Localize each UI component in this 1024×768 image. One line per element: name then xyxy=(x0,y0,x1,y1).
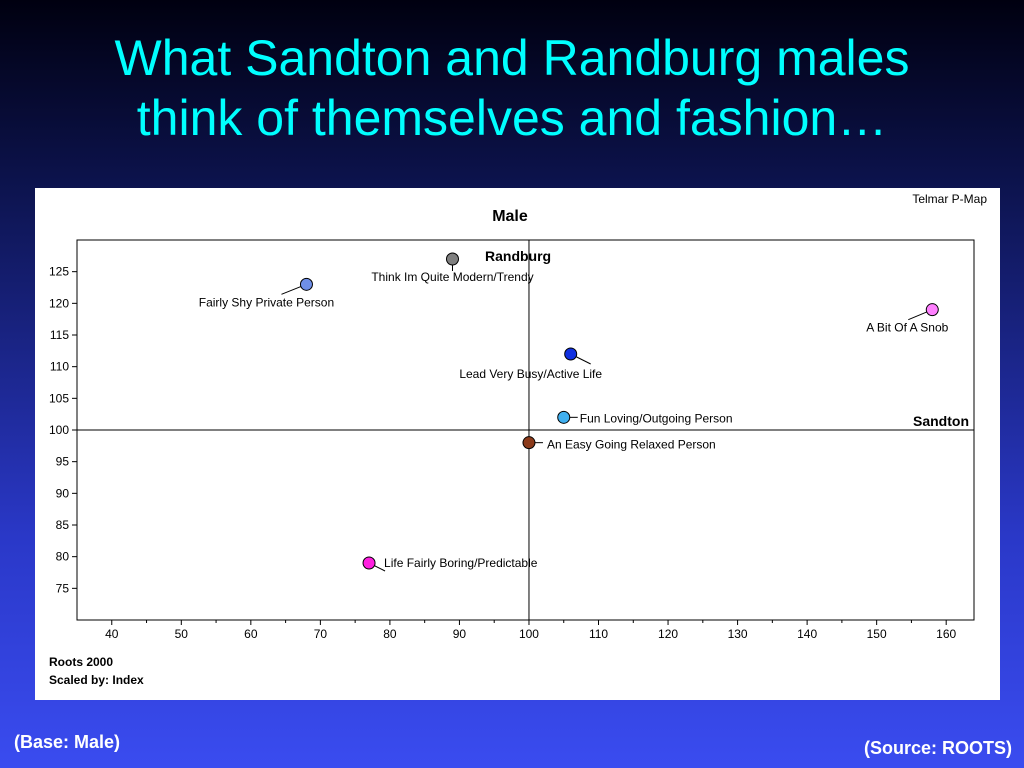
y-tick-label: 90 xyxy=(56,486,70,500)
data-point xyxy=(564,347,578,361)
data-point-label: An Easy Going Relaxed Person xyxy=(547,438,716,452)
y-axis-name: Randburg xyxy=(485,248,551,264)
y-tick-label: 75 xyxy=(56,581,70,595)
chart-panel: Telmar P-Map Male 40 50 60 70 80 90 100 110 120 1… xyxy=(35,188,1000,700)
footnote-line1: Roots 2000 xyxy=(49,655,113,669)
x-tick-label: 150 xyxy=(867,627,887,641)
chart-title: Male xyxy=(492,208,528,225)
slide-title-line2: think of themselves and fashion… xyxy=(136,90,888,146)
x-tick-label: 130 xyxy=(728,627,748,641)
slide-title: What Sandton and Randburg males think of… xyxy=(0,28,1024,148)
data-point-label: A Bit Of A Snob xyxy=(866,321,948,335)
y-tick-label: 80 xyxy=(56,550,70,564)
y-tick-label: 105 xyxy=(49,391,69,405)
x-tick-label: 110 xyxy=(589,627,608,641)
data-point xyxy=(445,252,459,266)
slide-title-line1: What Sandton and Randburg males xyxy=(114,30,910,86)
x-tick-label: 60 xyxy=(244,627,258,641)
data-point xyxy=(299,277,313,291)
x-tick-label: 140 xyxy=(797,627,817,641)
x-tick-label: 160 xyxy=(936,627,956,641)
data-point-label: Life Fairly Boring/Predictable xyxy=(384,556,538,570)
data-point xyxy=(557,410,571,424)
x-tick-label: 100 xyxy=(519,627,539,641)
x-tick-label: 40 xyxy=(105,627,119,641)
x-tick-label: 80 xyxy=(383,627,397,641)
x-tick-label: 70 xyxy=(314,627,328,641)
y-tick-label: 85 xyxy=(56,518,70,532)
data-point xyxy=(925,303,939,317)
x-axis-name: Sandton xyxy=(913,413,969,429)
footnote-line2: Scaled by: Index xyxy=(49,673,144,687)
y-tick-label: 125 xyxy=(49,265,69,279)
data-point-label: Lead Very Busy/Active Life xyxy=(459,367,602,381)
data-point-label: Think Im Quite Modern/Trendy xyxy=(371,270,533,284)
perceptual-map-chart: Telmar P-Map Male 40 50 60 70 80 90 100 110 120 1… xyxy=(49,192,987,687)
y-tick-label: 95 xyxy=(56,455,70,469)
y-tick-label: 120 xyxy=(49,296,69,310)
x-tick-label: 120 xyxy=(658,627,678,641)
data-point xyxy=(362,556,376,570)
data-point-label: Fairly Shy Private Person xyxy=(199,295,334,309)
y-tick-label: 100 xyxy=(49,423,69,437)
software-label: Telmar P-Map xyxy=(912,192,987,206)
data-point-label: Fun Loving/Outgoing Person xyxy=(580,411,733,425)
source-note: (Source: ROOTS) xyxy=(863,738,1012,758)
base-note: (Base: Male) xyxy=(14,732,121,752)
data-point xyxy=(522,436,536,450)
x-tick-label: 90 xyxy=(453,627,467,641)
x-tick-label: 50 xyxy=(175,627,189,641)
y-tick-label: 115 xyxy=(50,328,69,342)
y-tick-label: 110 xyxy=(50,360,69,374)
